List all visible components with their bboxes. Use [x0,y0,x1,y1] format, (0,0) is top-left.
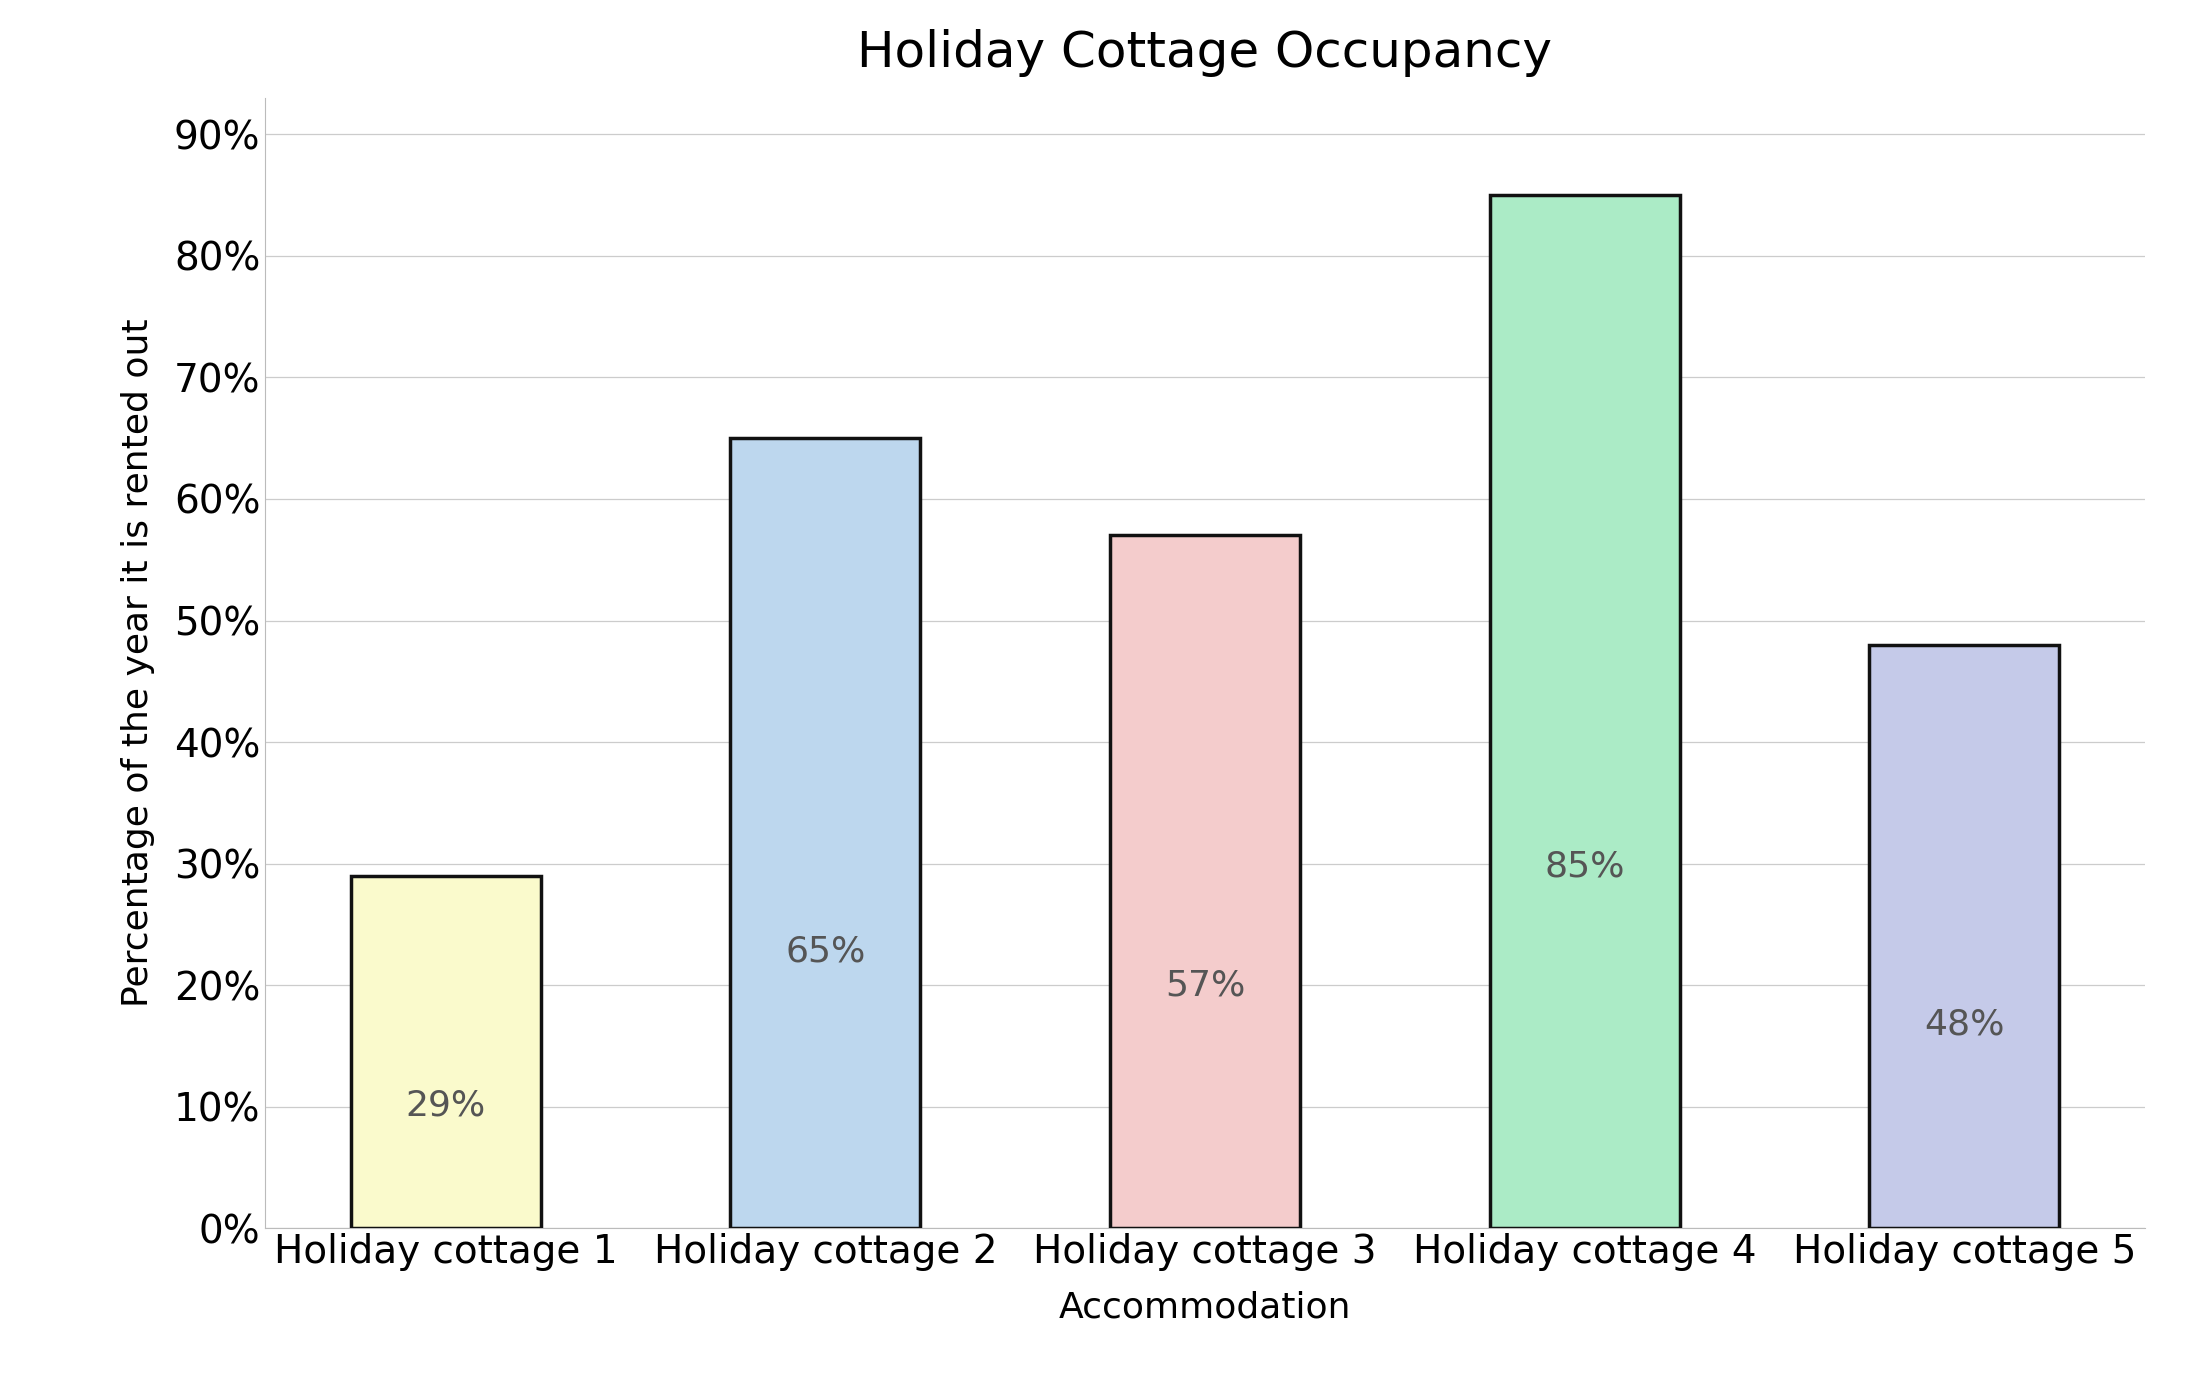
Text: 57%: 57% [1165,969,1245,1002]
Text: 65%: 65% [785,935,865,969]
X-axis label: Accommodation: Accommodation [1059,1291,1351,1325]
Bar [1871,645,2058,1228]
Bar [1490,195,1680,1228]
Y-axis label: Percentage of the year it is rented out: Percentage of the year it is rented out [122,318,155,1008]
Bar [352,875,539,1228]
Bar [1110,536,1300,1228]
Text: 29%: 29% [405,1087,486,1122]
Text: 85%: 85% [1545,850,1625,884]
Text: 48%: 48% [1924,1007,2005,1041]
Bar [730,438,920,1228]
Title: Holiday Cottage Occupancy: Holiday Cottage Occupancy [858,29,1552,77]
